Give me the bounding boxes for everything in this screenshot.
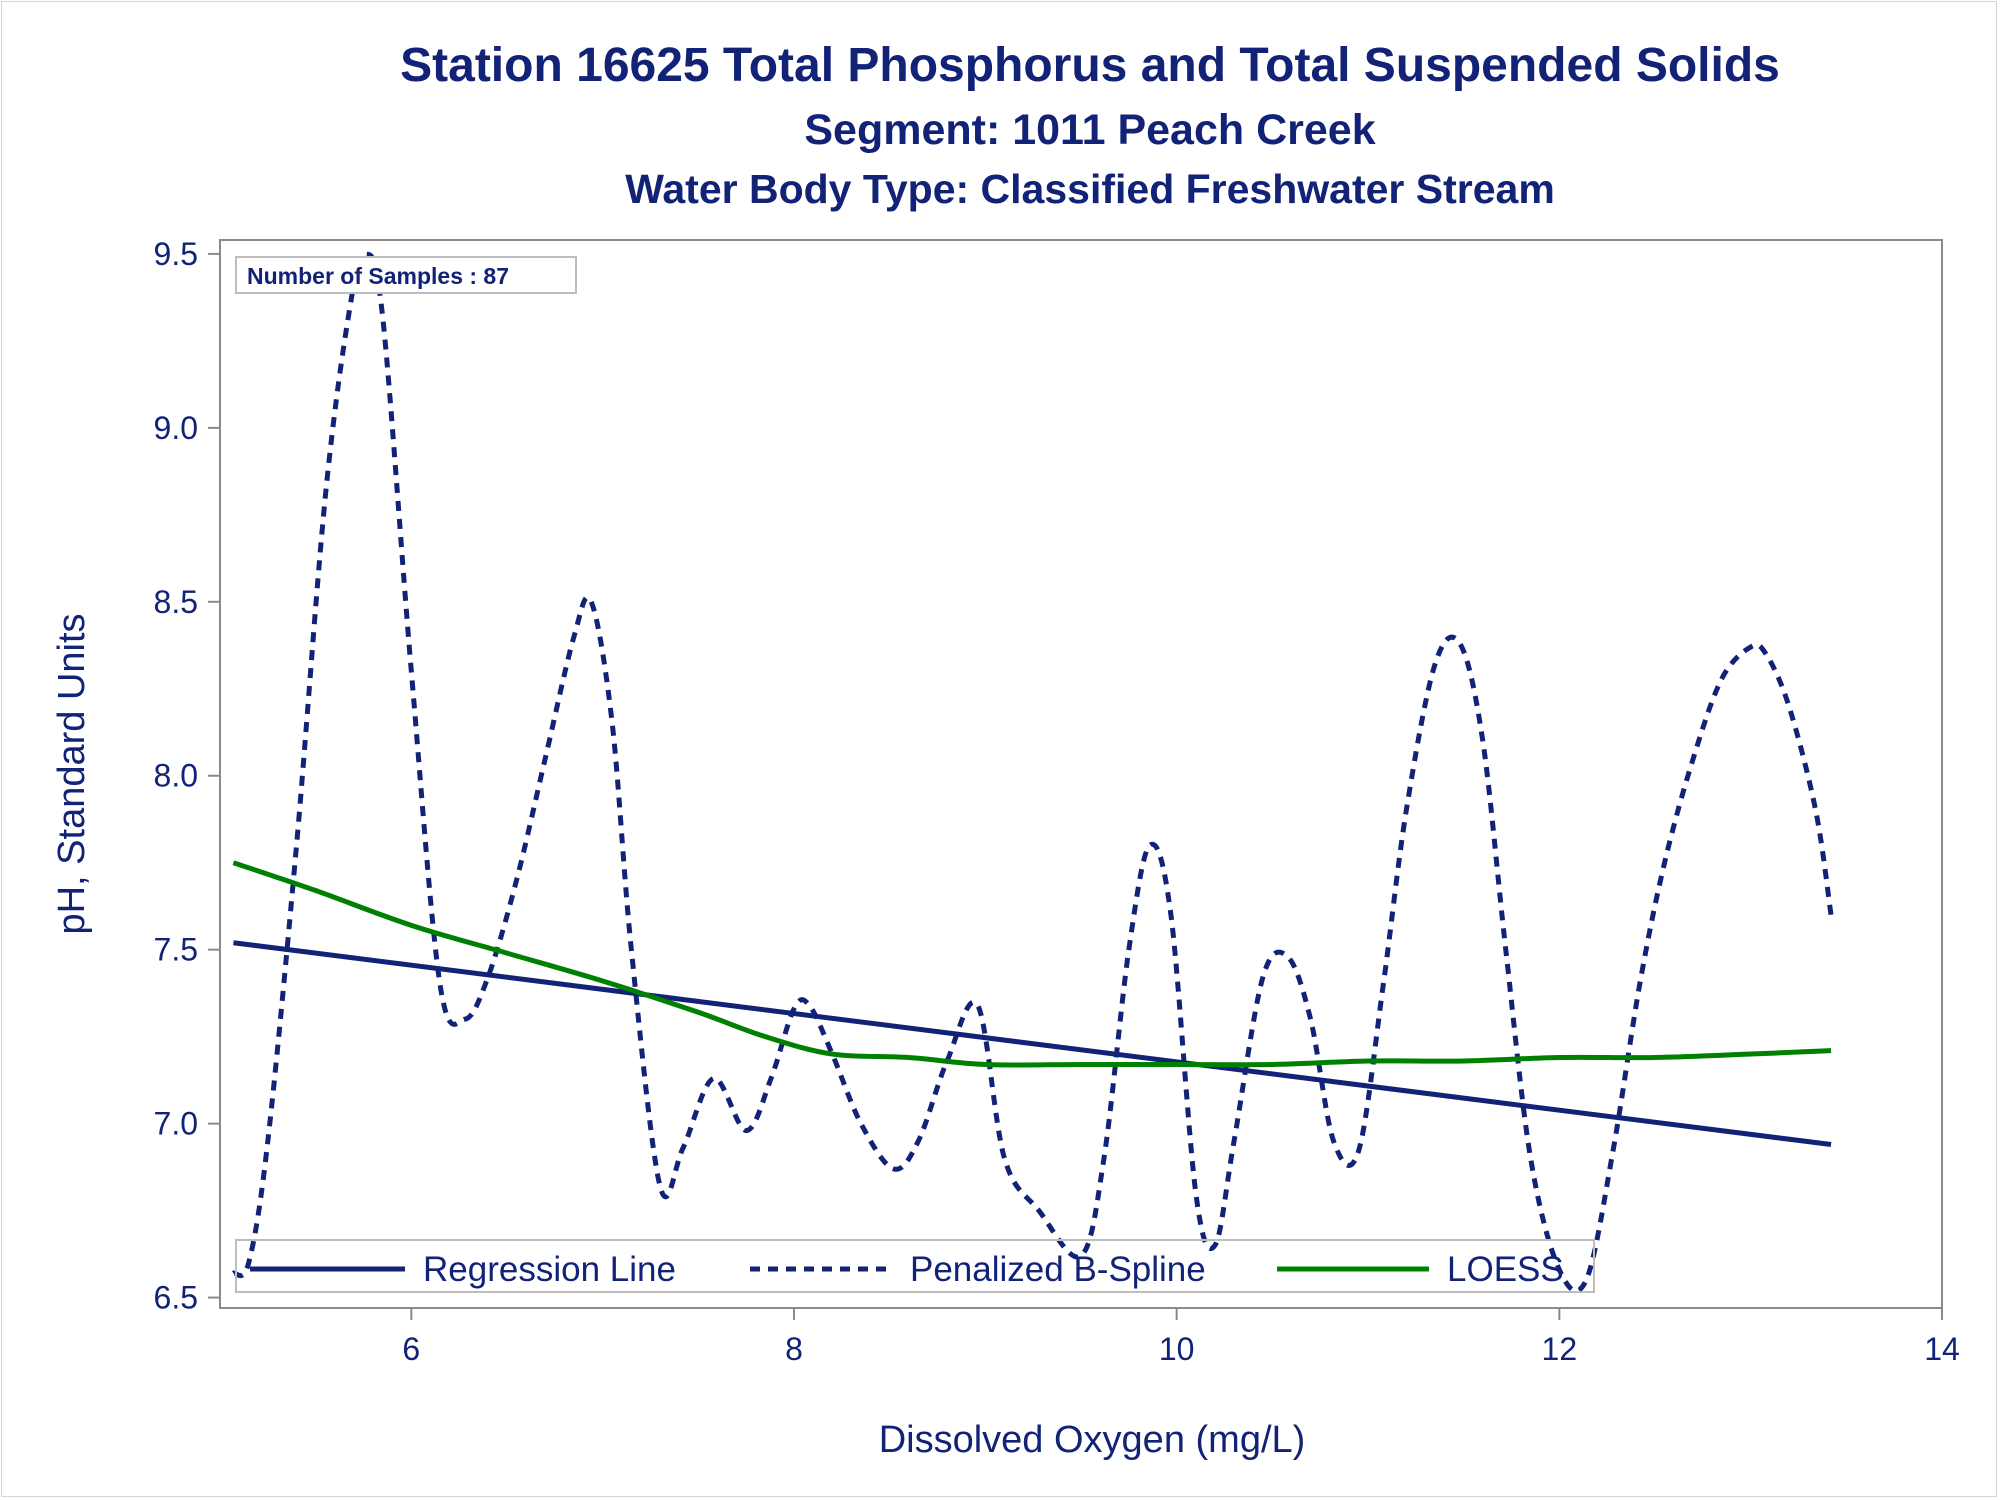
chart-subtitle-segment: Segment: 1011 Peach Creek <box>804 106 1376 154</box>
y-tick-label: 9.0 <box>154 410 198 446</box>
x-tick-label: 6 <box>402 1331 420 1367</box>
y-tick-label: 6.5 <box>154 1280 198 1316</box>
y-tick-label: 9.5 <box>154 236 198 272</box>
plot-area-border <box>219 239 1943 1309</box>
legend: Regression Line Penalized B-Spline LOESS <box>235 1239 1595 1293</box>
chart-title: Station 16625 Total Phosphorus and Total… <box>400 39 1780 92</box>
x-tick-label: 14 <box>1924 1331 1960 1367</box>
loess-line <box>232 860 1832 1068</box>
chart-subtitle-waterbody: Water Body Type: Classified Freshwater S… <box>625 166 1555 212</box>
penalized-b-spline-line <box>231 251 1834 1294</box>
x-axis-label: Dissolved Oxygen (mg/L) <box>879 1419 1306 1461</box>
series-layer <box>231 251 1834 1294</box>
legend-label-regression: Regression Line <box>423 1250 676 1289</box>
x-tick-label: 8 <box>785 1331 803 1367</box>
y-axis-label: pH, Standard Units <box>51 613 93 934</box>
sample-count-text: Number of Samples : 87 <box>247 263 509 289</box>
legend-label-loess: LOESS <box>1447 1250 1564 1289</box>
x-tick-label: 12 <box>1542 1331 1578 1367</box>
y-tick-label: 7.0 <box>154 1106 198 1142</box>
inset-box <box>235 256 577 294</box>
legend-label-spline: Penalized B-Spline <box>910 1250 1206 1289</box>
legend-box <box>235 1239 1595 1293</box>
axis-ticks: 6 8 10 12 14 6.5 7.0 7.5 8.0 8.5 9.0 9.5 <box>154 236 1960 1367</box>
x-tick-label: 10 <box>1159 1331 1195 1367</box>
y-tick-label: 8.0 <box>154 758 198 794</box>
regression-line <box>233 940 1832 1147</box>
y-tick-label: 8.5 <box>154 584 198 620</box>
y-tick-label: 7.5 <box>154 932 198 968</box>
sample-count-inset: Number of Samples : 87 <box>235 256 577 294</box>
